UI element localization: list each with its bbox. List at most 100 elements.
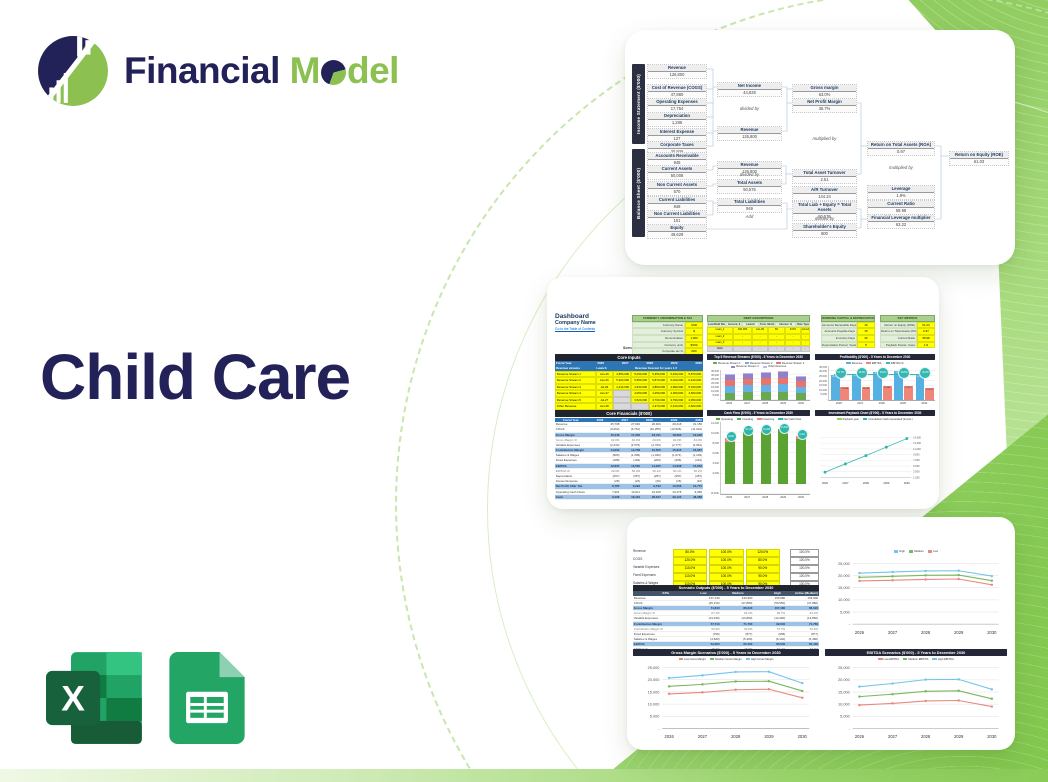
value-cell[interactable]: 5,350,000 xyxy=(648,370,667,378)
stream-name-cell[interactable]: Revenue Stream 1 xyxy=(555,370,596,378)
medium-cell[interactable]: 100.0% xyxy=(709,565,744,573)
assumption-value[interactable]: 1,000 xyxy=(685,334,703,342)
stream-name-cell[interactable]: Other Revenue xyxy=(555,403,596,410)
high-cell[interactable]: 80.0% xyxy=(745,557,780,565)
debt-cell[interactable]: Debt xyxy=(707,345,733,352)
debt-cell[interactable]: - xyxy=(733,339,752,346)
dupont-node-value: 50,008 xyxy=(670,172,684,178)
assumption-value[interactable]: $'000 xyxy=(685,341,703,349)
debt-cell[interactable]: 8.0% xyxy=(785,327,801,334)
assumption-value[interactable]: USD xyxy=(685,321,703,329)
debt-cell[interactable]: - xyxy=(768,333,785,340)
debt-cell[interactable]: Annuity xyxy=(801,327,810,334)
debt-cell[interactable]: Jan-26 xyxy=(752,327,768,334)
value-cell[interactable]: 4,990,000 xyxy=(666,383,685,391)
legend-item: EBITDA xyxy=(866,362,882,365)
value-cell[interactable]: 4,250,000 xyxy=(648,390,667,397)
debt-cell[interactable]: 60 xyxy=(768,327,785,334)
year-cell: 2030 xyxy=(695,361,702,366)
high-cell[interactable]: 120.0% xyxy=(745,549,780,557)
value-cell[interactable]: 5,490,000 xyxy=(666,370,685,378)
value-cell[interactable]: 5,090,000 xyxy=(630,370,649,378)
debt-cell[interactable]: Loan_2 xyxy=(707,333,733,340)
launch-cell[interactable]: Jul-27 xyxy=(595,396,613,404)
assumption-value[interactable]: 15 xyxy=(857,328,875,335)
debt-cell[interactable]: - xyxy=(733,333,752,340)
value-cell[interactable]: 4,660,000 xyxy=(684,390,704,397)
debt-cell[interactable]: - xyxy=(752,333,768,340)
value-cell[interactable] xyxy=(612,403,631,410)
value-cell[interactable]: 3,520,000 xyxy=(630,396,649,404)
high-cell[interactable]: 90.0% xyxy=(745,573,780,581)
value-cell[interactable] xyxy=(612,396,631,404)
launch-cell[interactable]: Jan-28 xyxy=(595,403,613,410)
debt-cell[interactable]: - xyxy=(785,339,801,346)
debt-cell[interactable]: - xyxy=(768,339,785,346)
svg-text:2027: 2027 xyxy=(888,734,898,739)
value-cell[interactable]: 4,860,000 xyxy=(648,383,667,391)
row-value: 29,218 xyxy=(672,422,682,427)
value-cell[interactable] xyxy=(612,390,631,397)
debt-cell[interactable]: - xyxy=(801,333,810,340)
debt-cell[interactable]: Loan_3 xyxy=(707,339,733,346)
stream-name-cell[interactable]: Revenue Stream 2 xyxy=(555,377,596,384)
low-cell[interactable]: 80.0% xyxy=(672,549,708,557)
value-cell[interactable]: 3,700,000 xyxy=(648,396,667,404)
debt-cell[interactable]: - xyxy=(768,345,785,352)
value-cell[interactable]: 4,630,000 xyxy=(630,383,649,391)
launch-cell[interactable]: Jan-26 xyxy=(595,377,613,384)
debt-cell[interactable]: - xyxy=(801,339,810,346)
value-cell[interactable]: 4,410,000 xyxy=(612,383,631,391)
dupont-connector-lines xyxy=(707,68,949,230)
assumption-value[interactable]: 15 xyxy=(857,321,875,329)
value-cell[interactable]: 5,320,000 xyxy=(612,377,631,384)
low-cell[interactable]: 110.0% xyxy=(672,565,708,573)
medium-cell[interactable]: 100.0% xyxy=(709,557,744,565)
value-cell[interactable]: 6,440,000 xyxy=(684,377,704,384)
value-cell[interactable]: 6,020,000 xyxy=(666,377,685,384)
value-cell[interactable]: 5,590,000 xyxy=(630,377,649,384)
launch-cell[interactable]: Jul-26 xyxy=(595,383,613,391)
debt-cell[interactable]: 100,000 xyxy=(733,327,752,334)
debt-cell[interactable]: - xyxy=(801,345,810,352)
launch-cell[interactable]: Jan-27 xyxy=(595,390,613,397)
data-marker: 8,946 xyxy=(725,431,737,443)
legend-item: High EBITDA xyxy=(932,658,954,661)
debt-cell[interactable]: - xyxy=(785,345,801,352)
active-value: 53.6% xyxy=(809,626,818,631)
value-cell[interactable] xyxy=(630,403,649,410)
debt-cell[interactable]: - xyxy=(752,339,768,346)
row-label: Gross Margin % xyxy=(633,611,655,616)
value-cell[interactable]: 3,790,000 xyxy=(666,396,685,404)
debt-cell[interactable]: Loan_1 xyxy=(707,327,733,334)
assumption-row: Accounts Payable Days 15 xyxy=(821,328,875,335)
medium-cell[interactable]: 100.0% xyxy=(709,549,744,557)
value-cell[interactable]: 2,600,000 xyxy=(684,403,704,410)
value-cell[interactable]: 2,370,000 xyxy=(648,403,667,410)
value-cell[interactable]: 5,330,000 xyxy=(684,383,704,391)
debt-cell[interactable]: - xyxy=(733,345,752,352)
launch-cell[interactable]: Jan-26 xyxy=(595,370,613,378)
assumption-value[interactable]: $ xyxy=(685,328,703,335)
low-cell[interactable]: 110.0% xyxy=(672,573,708,581)
debt-cell[interactable]: - xyxy=(752,345,768,352)
value-cell[interactable]: 5,870,000 xyxy=(684,370,704,378)
stream-name-cell[interactable]: Revenue Stream 5 xyxy=(555,396,596,404)
debt-cell[interactable]: - xyxy=(785,333,801,340)
stream-name-cell[interactable]: Revenue Stream 4 xyxy=(555,390,596,397)
stream-name-cell[interactable]: Revenue Stream 3 xyxy=(555,383,596,391)
value-cell[interactable]: 4,850,000 xyxy=(612,370,631,378)
value-cell[interactable]: 2,440,000 xyxy=(666,403,685,410)
low-cell[interactable]: 120.0% xyxy=(672,557,708,565)
assumption-value[interactable]: 5 xyxy=(857,341,875,349)
chart-column: 25,708 13,286 51.7% xyxy=(829,366,850,400)
row-value: (980) xyxy=(612,453,620,458)
table-of-contents-link[interactable]: Go to the Table of Contents xyxy=(555,326,596,331)
value-cell[interactable]: 4,050,000 xyxy=(630,390,649,397)
assumption-value[interactable]: 30 xyxy=(857,334,875,342)
value-cell[interactable]: 4,360,000 xyxy=(666,390,685,397)
high-cell[interactable]: 90.0% xyxy=(745,565,780,573)
medium-cell[interactable]: 100.0% xyxy=(709,573,744,581)
value-cell[interactable]: 4,050,000 xyxy=(684,396,704,404)
value-cell[interactable]: 5,870,000 xyxy=(648,377,667,384)
